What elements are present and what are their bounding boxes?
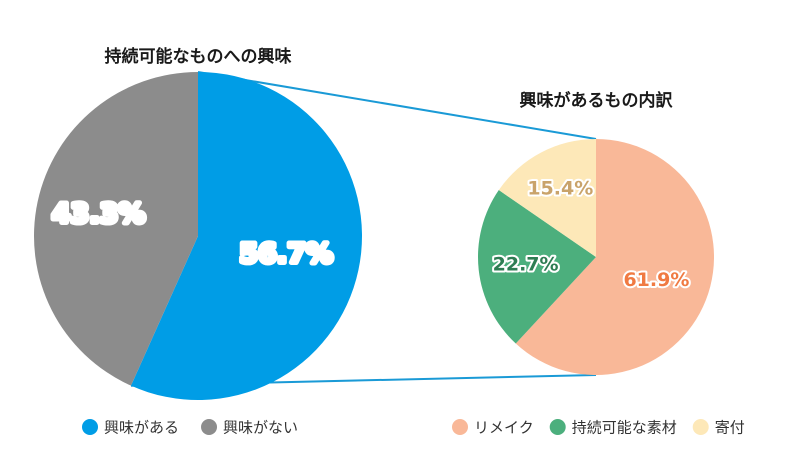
breakdown-label-3: 15.4%: [527, 178, 593, 200]
breakdown-legend-marker-2: [549, 419, 566, 435]
connector-line-top: [197, 71, 597, 140]
main-pie-labels: 56.7% 43.3%: [49, 196, 335, 272]
breakdown-pie-legend: リメイク 持続可能な素材 寄付: [452, 419, 745, 437]
breakdown-pie-title: 興味があるもの内訳: [520, 90, 674, 111]
breakdown-legend-label-3: 寄付: [715, 419, 745, 437]
breakdown-legend-label-2: 持続可能な素材: [572, 419, 677, 437]
main-slice-1: [130, 72, 363, 400]
breakdown-label-2: 22.7%: [493, 253, 559, 275]
breakdown-legend-label-1: リメイク: [474, 419, 534, 437]
main-legend-label-1: 興味がある: [104, 419, 179, 437]
main-pie-legend: 興味がある 興味がない: [82, 419, 298, 437]
breakdown-label-1: 61.9%: [623, 269, 689, 291]
main-legend-marker-1: [82, 419, 98, 435]
main-legend-label-2: 興味がない: [223, 419, 298, 437]
breakdown-pie-labels: 61.9% 22.7% 15.4%: [491, 176, 692, 294]
main-slice-2: [34, 72, 198, 386]
breakdown-slice-3: [498, 139, 596, 257]
main-label-1: 56.7%: [239, 238, 333, 269]
main-legend-marker-2: [201, 419, 218, 435]
breakdown-slice-1: [515, 139, 715, 375]
main-label-2: 43.3%: [52, 198, 146, 229]
breakdown-legend-marker-3: [692, 419, 709, 435]
breakdown-pie: [478, 139, 715, 375]
breakdown-legend-marker-1: [452, 419, 468, 435]
main-pie: [34, 72, 363, 400]
main-pie-title: 持続可能なものへの興味: [105, 46, 292, 67]
breakdown-slice-2: [478, 190, 596, 344]
